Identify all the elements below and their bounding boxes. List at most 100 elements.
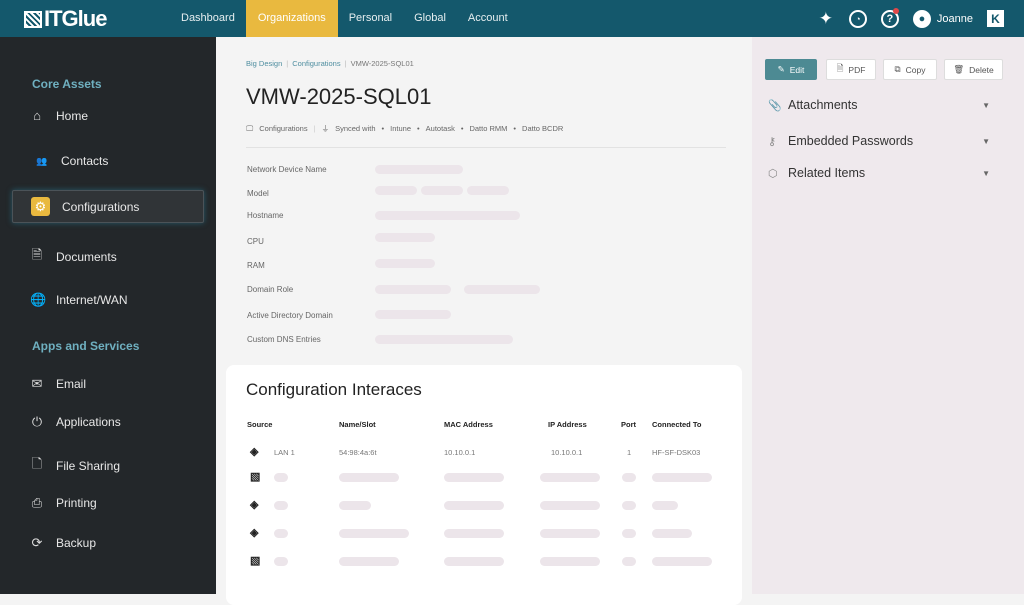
skeleton [339, 501, 371, 510]
skeleton [274, 473, 288, 482]
nav-global[interactable]: Global [414, 12, 446, 24]
card-title: Configuration Interaces [246, 380, 422, 399]
breadcrumb-configurations[interactable]: Configurations [292, 59, 341, 68]
kaseya-icon[interactable]: K [987, 10, 1004, 27]
skeleton [467, 186, 509, 195]
section-apps-services: Apps and Services [32, 339, 140, 353]
skeleton [622, 529, 636, 538]
sidebar-item-contacts[interactable]: 👥 Contacts [35, 154, 108, 168]
gear-icon: ⚙ [31, 197, 50, 216]
meta-type: Configurations [259, 124, 308, 133]
delete-button[interactable]: 🗑 Delete [944, 59, 1003, 80]
clock-icon[interactable]: ◔ [848, 9, 867, 28]
breadcrumb-org[interactable]: Big Design [246, 59, 283, 68]
embedded-passwords-panel[interactable]: ⚷ Embedded Passwords ▼ [768, 134, 990, 148]
skeleton [375, 233, 435, 242]
sidebar-item-applications[interactable]: ⏻ Applications [30, 414, 121, 430]
interfaces-card: Configuration Interaces Source Name/Slot… [226, 365, 742, 605]
related-items-panel[interactable]: ⬡ Related Items ▼ [768, 166, 990, 180]
skeleton [652, 557, 712, 566]
cell-source: LAN 1 [274, 448, 295, 457]
skeleton [540, 557, 600, 566]
user-avatar-icon: ● [912, 9, 931, 28]
skeleton [622, 501, 636, 510]
caret-down-icon: ▼ [982, 136, 990, 146]
skeleton [421, 186, 463, 195]
field-label: Network Device Name [247, 165, 327, 174]
skeleton [339, 529, 409, 538]
col-mac: MAC Address [444, 420, 493, 429]
document-icon: 🗎 [31, 247, 43, 262]
copy-button[interactable]: ⧉ Copy [883, 59, 937, 80]
breadcrumb: Big Design | Configurations | VMW-2025-SQL01 [246, 59, 414, 68]
label: Internet/WAN [56, 293, 128, 307]
edit-icon: ✎ [777, 64, 785, 74]
file-icon: 🗋 [31, 456, 43, 471]
nav-personal[interactable]: Personal [348, 12, 393, 24]
field-label: Domain Role [247, 285, 294, 294]
user-menu[interactable]: ● Joanne [912, 9, 973, 28]
switch-icon: ▧ [250, 471, 261, 483]
key-icon: ⚷ [768, 135, 777, 148]
section-core-assets: Core Assets [32, 77, 102, 91]
skeleton [274, 501, 288, 510]
cell-mac: 10.10.0.1 [444, 448, 476, 457]
skeleton [339, 557, 399, 566]
sparkle-icon[interactable]: ✦ [818, 8, 834, 28]
label: Related Items [788, 166, 866, 180]
pdf-button[interactable]: 🗎 PDF [826, 59, 876, 80]
help-icon[interactable]: ? [880, 7, 899, 28]
trash-icon: 🗑 [953, 64, 965, 74]
skeleton [540, 473, 600, 482]
label: File Sharing [56, 459, 121, 473]
globe-icon: 🌐 [30, 292, 47, 307]
field-label: Active Directory Domain [247, 311, 333, 320]
main-nav: Dashboard Organizations Personal Global … [170, 0, 519, 37]
sidebar-item-home[interactable]: ⌂ Home [30, 108, 88, 123]
user-name: Joanne [936, 12, 973, 25]
label: Applications [56, 415, 121, 429]
right-panel: ✎ Edit 🗎 PDF ⧉ Copy 🗑 Delete 📎 Attachments ▼ ⚷… [752, 37, 1024, 594]
skeleton [444, 557, 504, 566]
skeleton [375, 211, 520, 220]
skeleton [444, 501, 504, 510]
skeleton [375, 186, 417, 195]
label: Home [56, 108, 89, 123]
attachments-panel[interactable]: 📎 Attachments ▼ [768, 98, 990, 112]
nav-account[interactable]: Account [467, 12, 508, 24]
sidebar-item-email[interactable]: ✉ Email [30, 376, 86, 392]
sidebar-item-printing[interactable]: ⎙ Printing [30, 495, 97, 511]
sidebar-item-file-sharing[interactable]: 🗋 File Sharing [30, 455, 120, 477]
notification-dot [892, 7, 899, 14]
label: Documents [56, 250, 117, 264]
plug-icon: ⏚ [321, 124, 330, 133]
switch-icon: ▧ [250, 555, 261, 567]
backup-icon: ⟳ [31, 535, 43, 550]
label: Printing [56, 496, 97, 510]
col-ip: IP Address [548, 420, 587, 429]
label: Configurations [62, 199, 140, 214]
edit-button[interactable]: ✎ Edit [765, 59, 817, 80]
itglue-logo[interactable]: ITGlue [24, 6, 107, 32]
nav-dashboard[interactable]: Dashboard [181, 12, 235, 24]
sidebar-item-internet-wan[interactable]: 🌐 Internet/WAN [30, 292, 128, 308]
field-label: RAM [247, 261, 265, 270]
label: Edit [789, 64, 805, 75]
label: Attachments [788, 98, 858, 112]
col-source: Source [247, 420, 273, 429]
sidebar-item-configurations[interactable]: ⚙ Configurations [12, 190, 204, 223]
nav-organizations[interactable]: Organizations [245, 0, 338, 37]
sync-intune: Intune [390, 124, 411, 133]
label: Delete [969, 64, 994, 75]
sync-datto-bcdr: Datto BCDR [522, 124, 564, 133]
sidebar-item-documents[interactable]: 🗎 Documents [30, 246, 117, 268]
home-icon: ⌂ [33, 108, 41, 123]
cell-name-slot: 54:98:4a:6t [339, 448, 377, 457]
sync-datto-rmm: Datto RMM [469, 124, 508, 133]
skeleton [652, 529, 692, 538]
sidebar-item-backup[interactable]: ⟳ Backup [30, 535, 96, 551]
cell-ip: 10.10.0.1 [551, 448, 583, 457]
skeleton [375, 259, 435, 268]
page-title: VMW-2025-SQL01 [246, 84, 432, 109]
tag-icon: ⬡ [768, 167, 778, 180]
